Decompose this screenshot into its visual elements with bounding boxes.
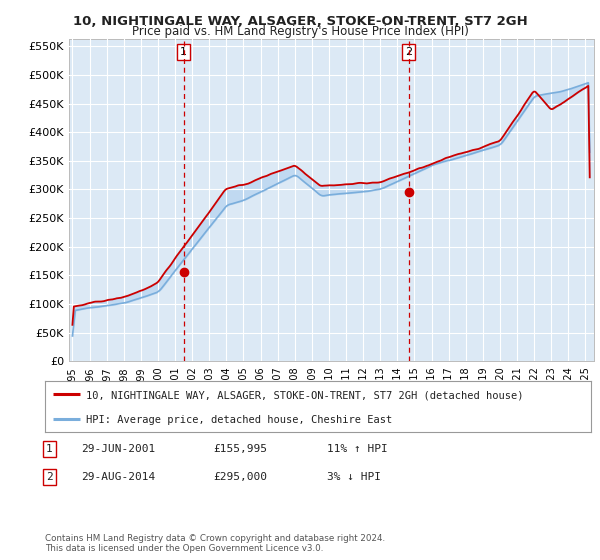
Text: 2: 2 [46, 472, 53, 482]
Text: 3% ↓ HPI: 3% ↓ HPI [327, 472, 381, 482]
Text: £295,000: £295,000 [213, 472, 267, 482]
Text: 10, NIGHTINGALE WAY, ALSAGER, STOKE-ON-TRENT, ST7 2GH (detached house): 10, NIGHTINGALE WAY, ALSAGER, STOKE-ON-T… [86, 390, 523, 400]
Text: 10, NIGHTINGALE WAY, ALSAGER, STOKE-ON-TRENT, ST7 2GH: 10, NIGHTINGALE WAY, ALSAGER, STOKE-ON-T… [73, 15, 527, 27]
Text: Contains HM Land Registry data © Crown copyright and database right 2024.
This d: Contains HM Land Registry data © Crown c… [45, 534, 385, 553]
Text: 11% ↑ HPI: 11% ↑ HPI [327, 444, 388, 454]
Text: 29-AUG-2014: 29-AUG-2014 [81, 472, 155, 482]
Text: Price paid vs. HM Land Registry's House Price Index (HPI): Price paid vs. HM Land Registry's House … [131, 25, 469, 38]
Text: 1: 1 [46, 444, 53, 454]
Text: 29-JUN-2001: 29-JUN-2001 [81, 444, 155, 454]
Text: 1: 1 [180, 47, 187, 57]
Text: 2: 2 [405, 47, 412, 57]
Text: HPI: Average price, detached house, Cheshire East: HPI: Average price, detached house, Ches… [86, 415, 392, 425]
Text: £155,995: £155,995 [213, 444, 267, 454]
